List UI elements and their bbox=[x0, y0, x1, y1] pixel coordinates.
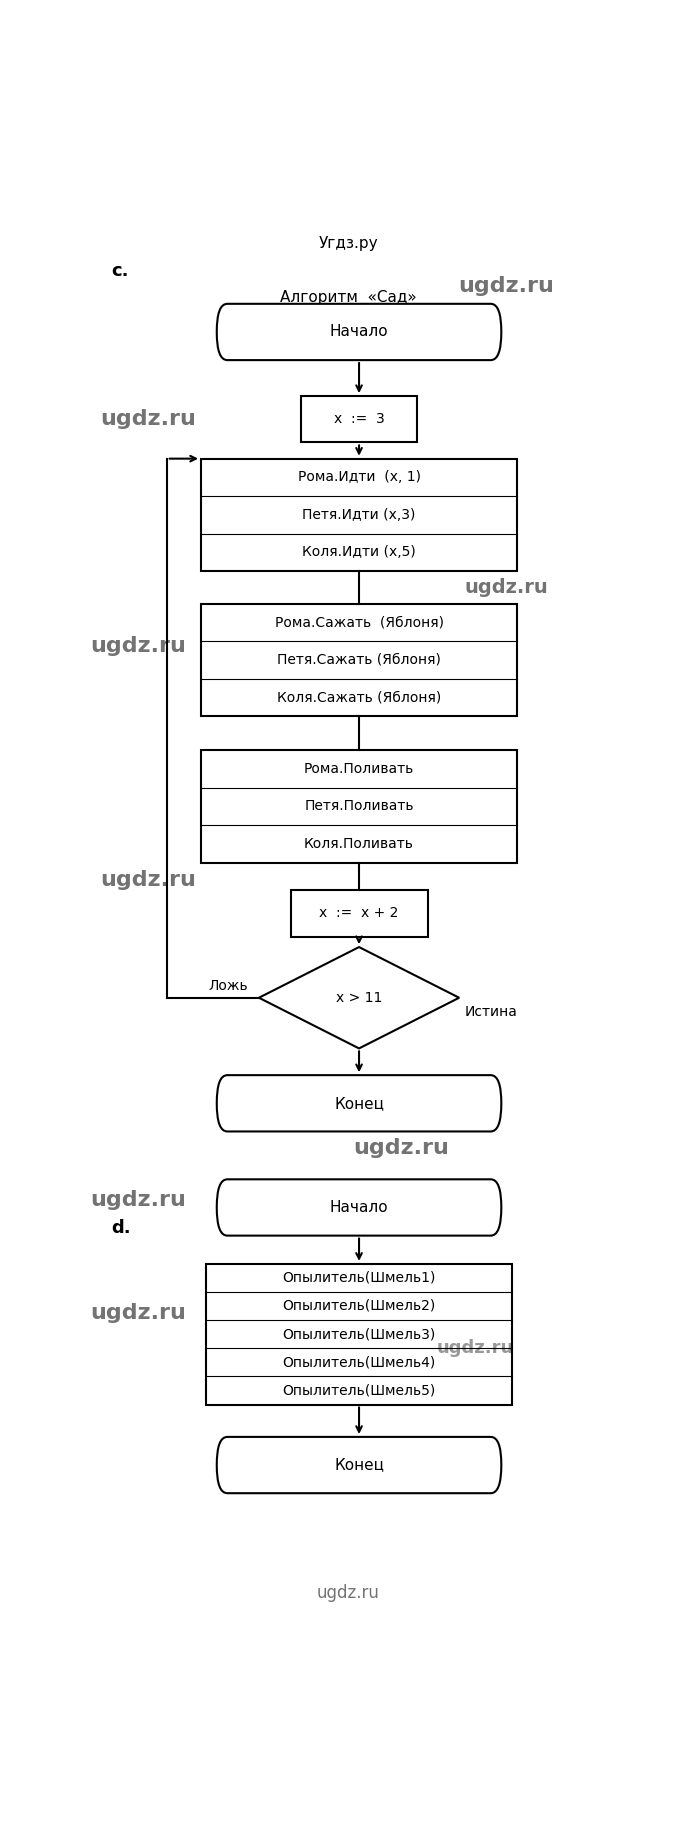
Text: ugdz.ru: ugdz.ru bbox=[101, 409, 196, 430]
Text: Опылитель(Шмель2): Опылитель(Шмель2) bbox=[282, 1300, 436, 1313]
Text: ugdz.ru: ugdz.ru bbox=[464, 578, 549, 598]
FancyBboxPatch shape bbox=[217, 1179, 501, 1236]
Text: Опылитель(Шмель4): Опылитель(Шмель4) bbox=[282, 1355, 436, 1369]
Text: Петя.Поливать: Петя.Поливать bbox=[304, 799, 414, 813]
Bar bbox=[206, 1263, 512, 1404]
Text: ugdz.ru: ugdz.ru bbox=[354, 1139, 449, 1159]
Bar bbox=[201, 749, 517, 863]
Text: Рома.Идти  (x, 1): Рома.Идти (x, 1) bbox=[298, 470, 420, 484]
Text: Конец: Конец bbox=[334, 1457, 384, 1473]
Text: Алгоритм  «Сад»: Алгоритм «Сад» bbox=[280, 291, 417, 305]
Text: Ложь: Ложь bbox=[209, 980, 248, 993]
Text: Истина: Истина bbox=[464, 1005, 517, 1018]
Text: d.: d. bbox=[112, 1219, 131, 1238]
Bar bbox=[201, 459, 517, 570]
Text: Опылитель(Шмель3): Опылитель(Шмель3) bbox=[282, 1327, 436, 1342]
Text: Начало: Начало bbox=[330, 324, 388, 340]
Text: ugdz.ru: ugdz.ru bbox=[317, 1583, 380, 1601]
Text: x  :=  x + 2: x := x + 2 bbox=[320, 907, 398, 919]
Text: Рома.Поливать: Рома.Поливать bbox=[304, 762, 414, 775]
Text: Рома.Сажать  (Яблоня): Рома.Сажать (Яблоня) bbox=[275, 616, 443, 629]
Text: ugdz.ru: ugdz.ru bbox=[90, 1303, 186, 1323]
Text: Коля.Поливать: Коля.Поливать bbox=[304, 837, 414, 850]
Text: x > 11: x > 11 bbox=[336, 991, 382, 1005]
Text: Петя.Сажать (Яблоня): Петя.Сажать (Яблоня) bbox=[277, 653, 441, 667]
Text: ugdz.ru: ugdz.ru bbox=[90, 636, 186, 656]
Text: Конец: Конец bbox=[334, 1095, 384, 1111]
Text: ugdz.ru: ugdz.ru bbox=[90, 1190, 186, 1210]
Text: ugdz.ru: ugdz.ru bbox=[101, 870, 196, 890]
Bar bbox=[290, 890, 428, 936]
Text: Опылитель(Шмель5): Опылитель(Шмель5) bbox=[282, 1384, 436, 1397]
FancyBboxPatch shape bbox=[217, 1075, 501, 1132]
Text: ugdz.ru: ugdz.ru bbox=[437, 1340, 513, 1356]
Text: Угдз.ру: Угдз.ру bbox=[319, 236, 378, 250]
FancyBboxPatch shape bbox=[217, 303, 501, 360]
Text: x  :=  3: x := 3 bbox=[334, 413, 384, 426]
Text: Опылитель(Шмель1): Опылитель(Шмель1) bbox=[282, 1270, 436, 1285]
Text: ugdz.ru: ugdz.ru bbox=[459, 276, 554, 296]
Bar bbox=[301, 397, 417, 442]
Text: Начало: Начало bbox=[330, 1199, 388, 1216]
Text: Коля.Сажать (Яблоня): Коля.Сажать (Яблоня) bbox=[277, 691, 441, 704]
Text: Коля.Идти (x,5): Коля.Идти (x,5) bbox=[302, 545, 416, 559]
Bar bbox=[201, 603, 517, 717]
Text: c.: c. bbox=[112, 261, 129, 280]
FancyBboxPatch shape bbox=[217, 1437, 501, 1493]
Polygon shape bbox=[259, 947, 459, 1049]
Text: Петя.Идти (x,3): Петя.Идти (x,3) bbox=[303, 508, 415, 523]
